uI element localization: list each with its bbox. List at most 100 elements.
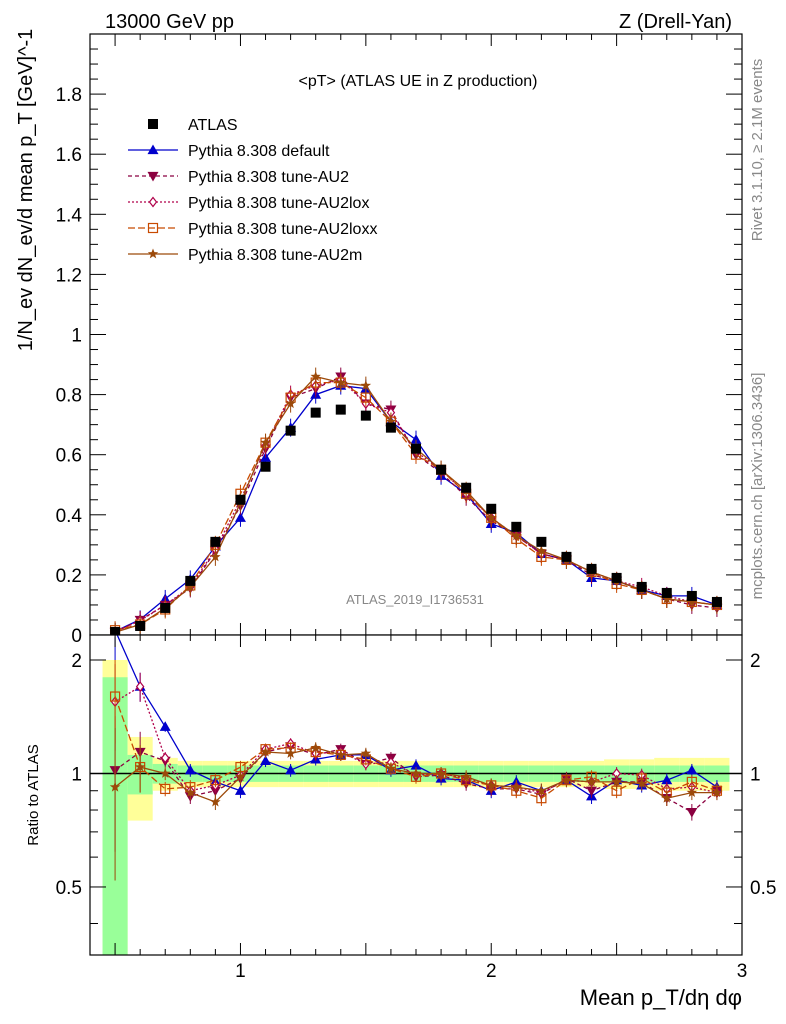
rivet-label: Rivet 3.1.10, ≥ 2.1M events (749, 59, 766, 242)
main-y-tick-label: 1.2 (56, 265, 82, 286)
legend-label-au2loxx: Pythia 8.308 tune-AU2loxx (188, 221, 377, 238)
data-point-au2m (511, 530, 522, 541)
analysis-label: ATLAS_2019_I1736531 (346, 592, 484, 607)
series-atlas (110, 404, 722, 637)
ratio-plot-background (90, 635, 742, 955)
ratio-point-default (234, 785, 246, 795)
data-point-au2m (536, 545, 547, 556)
legend-item-default: Pythia 8.308 default (128, 143, 330, 160)
ratio-panel: 0.5 0.5 1 1 2 2 1 2 3 (56, 634, 776, 982)
x-tick-label: 2 (486, 961, 497, 982)
ratio-point-au2m (711, 787, 723, 797)
legend-marker-au2loxx (147, 222, 159, 234)
ratio-point-au2m (435, 768, 447, 778)
main-y-tick-label: 0.2 (56, 566, 82, 587)
legend-item-au2: Pythia 8.308 tune-AU2 (128, 169, 349, 186)
data-point-au2m (360, 380, 372, 390)
ratio-point-au2m (636, 778, 647, 789)
data-point-atlas (436, 464, 447, 475)
legend-item-au2lox: Pythia 8.308 tune-AU2lox (128, 195, 369, 212)
data-point-atlas (411, 443, 421, 454)
data-point-atlas (461, 482, 472, 493)
ratio-point-default (686, 764, 698, 775)
ratio-point-au2m (536, 785, 547, 796)
ratio-point-default (184, 764, 196, 775)
data-point-au2m (335, 377, 346, 387)
data-point-atlas (135, 620, 146, 631)
data-point-atlas (385, 422, 396, 433)
ratio-point-au2m (460, 771, 472, 782)
data-point-au2m (285, 398, 296, 409)
ratio-point-au2m (486, 779, 497, 790)
data-point-default (410, 434, 422, 444)
data-point-atlas (360, 410, 371, 421)
ratio-point-au2loxx (210, 775, 221, 786)
ratio-point-au2m (360, 748, 372, 758)
ratio-point-au2m (335, 749, 346, 760)
ratio-point-au2m (611, 776, 622, 787)
data-point-atlas (210, 536, 221, 547)
ratio-point-au2lox (135, 681, 145, 693)
main-y-tick-label: 0 (71, 626, 82, 647)
ratio-point-au2m (109, 781, 121, 792)
data-point-atlas (586, 563, 597, 574)
data-point-atlas (661, 587, 672, 598)
main-y-tick-label: 1 (71, 326, 82, 347)
data-point-atlas (310, 407, 321, 418)
data-point-atlas (636, 581, 647, 592)
ratio-point-au2m (260, 746, 271, 757)
ratio-point-au2m (134, 761, 146, 772)
data-point-au2m (486, 512, 497, 523)
ratio-point-default (260, 755, 272, 766)
x-axis-label: Mean p_T/dη dφ (580, 985, 742, 1010)
ratio-y-axis-label: Ratio to ATLAS (25, 744, 42, 845)
ratio-y-tick-label: 2 (71, 651, 82, 672)
legend: ATLAS Pythia 8.308 default Pythia 8.308 tu… (128, 117, 377, 264)
mcplots-label: mcplots.cern.ch [arXiv:1306.3436] (749, 373, 766, 600)
data-point-au2m (686, 596, 698, 607)
main-plot-frame (89, 33, 743, 636)
ratio-point-default (159, 721, 171, 731)
main-panel: 0 0.2 0.4 0.6 0.8 1 1.2 1.4 1.6 1.8 ATLAS Pythia 8.… (56, 33, 743, 647)
ratio-point-au2m (185, 787, 196, 797)
ratio-point-au2loxx (160, 783, 171, 795)
data-point-atlas (285, 425, 296, 436)
data-point-atlas (686, 590, 697, 601)
data-point-atlas (110, 626, 121, 637)
legend-label-au2lox: Pythia 8.308 tune-AU2lox (188, 195, 369, 212)
ratio-y-tick-label-right: 1 (750, 764, 761, 785)
ratio-point-au2m (285, 748, 296, 758)
data-point-atlas (511, 521, 522, 532)
ratio-point-default (661, 774, 673, 785)
ratio-point-au2m (586, 776, 597, 787)
legend-marker-atlas (148, 119, 158, 129)
legend-item-au2m: Pythia 8.308 tune-AU2m (128, 247, 362, 264)
main-y-tick-label: 1.8 (56, 85, 82, 106)
legend-label-default: Pythia 8.308 default (188, 143, 330, 160)
data-point-atlas (536, 536, 547, 547)
ratio-point-au2m (561, 774, 572, 785)
data-point-au2m (310, 371, 321, 381)
data-point-atlas (611, 572, 622, 583)
ratio-point-au2m (310, 742, 321, 753)
ratio-y-tick-label-right: 0.5 (750, 878, 776, 899)
data-point-au2m (185, 581, 196, 592)
data-point-atlas (185, 575, 196, 586)
legend-marker-default (147, 144, 159, 155)
ratio-point-au2m (410, 768, 422, 778)
ratio-point-default (285, 764, 297, 775)
header-left: 13000 GeV pp (105, 11, 234, 33)
ratio-point-au2m (661, 792, 672, 803)
legend-marker-au2 (147, 171, 159, 182)
main-y-tick-label: 1.4 (56, 205, 83, 226)
ratio-point-au2lox (160, 752, 170, 764)
legend-marker-au2m (147, 248, 159, 259)
ratio-point-au2m (686, 787, 698, 797)
ratio-point-au2m (511, 781, 522, 792)
data-point-au2m (385, 416, 397, 427)
data-point-atlas (486, 503, 497, 514)
legend-label-atlas: ATLAS (188, 117, 238, 134)
data-point-atlas (160, 602, 171, 613)
data-point-atlas (335, 404, 346, 415)
